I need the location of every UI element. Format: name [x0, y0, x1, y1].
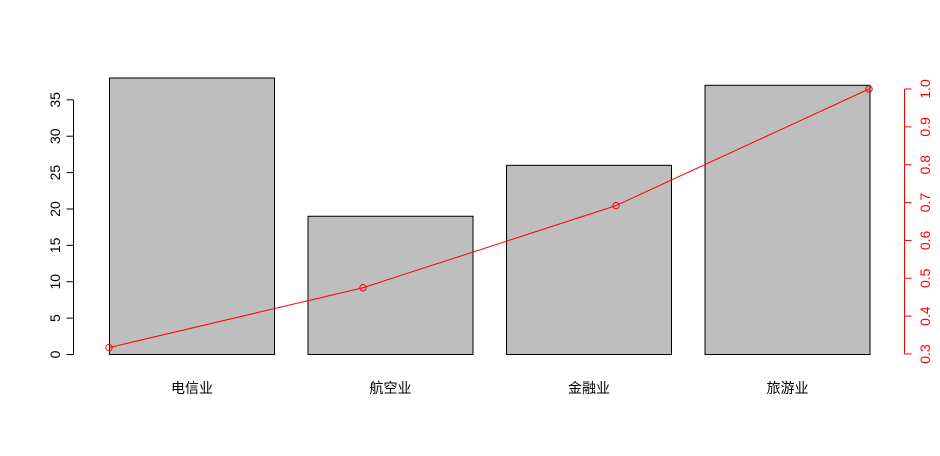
- bar: [506, 164, 672, 355]
- category-label: 航空业: [370, 381, 412, 397]
- line-point: [865, 85, 873, 93]
- left-axis-tick-label: 5: [47, 314, 63, 322]
- right-axis-tick-label: 0.7: [917, 193, 933, 213]
- left-axis-tick-label: 25: [47, 165, 63, 181]
- category-label: 金融业: [568, 381, 610, 397]
- right-axis-tick-label: 0.6: [917, 230, 933, 250]
- right-axis-tick-label: 0.9: [917, 117, 933, 137]
- bar: [109, 77, 275, 355]
- bar: [307, 215, 474, 355]
- right-axis-tick-label: 0.4: [917, 306, 933, 326]
- right-axis-tick-label: 1.0: [917, 79, 933, 99]
- left-axis-tick-label: 15: [47, 237, 63, 253]
- line-segment: [615, 88, 870, 207]
- category-label: 旅游业: [767, 381, 809, 397]
- left-axis-tick-label: 0: [47, 350, 63, 358]
- category-label: 电信业: [171, 381, 213, 397]
- left-y-axis: 0 5 10 15 20 25 30 35: [47, 92, 74, 358]
- left-axis-tick-label: 10: [47, 274, 63, 290]
- line-segment: [108, 287, 364, 349]
- category-labels: 电信业 航空业 金融业 旅游业: [171, 381, 809, 397]
- right-axis-tick-label: 0.3: [917, 344, 933, 364]
- left-axis-tick-label: 30: [47, 128, 63, 144]
- left-axis-tick-label: 20: [47, 201, 63, 217]
- line-point: [612, 201, 620, 210]
- left-axis-tick-label: 35: [47, 92, 63, 108]
- right-y-axis: 0.3 0.4 0.5 0.6 0.7 0.8 0.9 1.0: [904, 79, 933, 364]
- cumulative-line-series: [105, 85, 873, 352]
- right-axis-tick-label: 0.8: [917, 155, 933, 175]
- bar-series: [109, 77, 871, 356]
- line-point: [105, 343, 113, 352]
- bar: [704, 84, 871, 356]
- line-segment: [362, 205, 617, 289]
- line-point: [359, 284, 367, 292]
- right-axis-tick-label: 0.5: [917, 268, 933, 288]
